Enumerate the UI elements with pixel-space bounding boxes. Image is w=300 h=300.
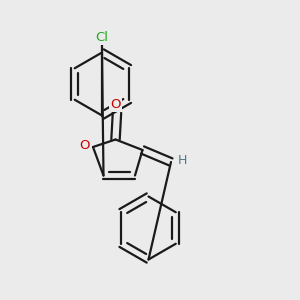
Text: O: O <box>110 98 121 111</box>
Text: Cl: Cl <box>95 31 109 44</box>
Text: H: H <box>178 154 187 167</box>
Text: O: O <box>79 139 90 152</box>
